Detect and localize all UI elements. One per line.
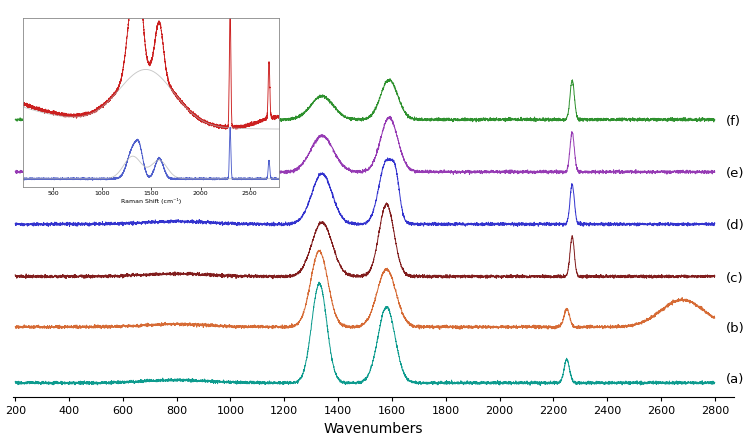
Text: (c): (c) [725, 272, 743, 285]
Text: (e): (e) [725, 167, 744, 180]
Text: (d): (d) [725, 220, 744, 232]
Text: (f): (f) [725, 115, 740, 128]
Text: (b): (b) [725, 322, 744, 335]
Text: (a): (a) [725, 373, 744, 386]
X-axis label: Wavenumbers: Wavenumbers [323, 422, 423, 436]
